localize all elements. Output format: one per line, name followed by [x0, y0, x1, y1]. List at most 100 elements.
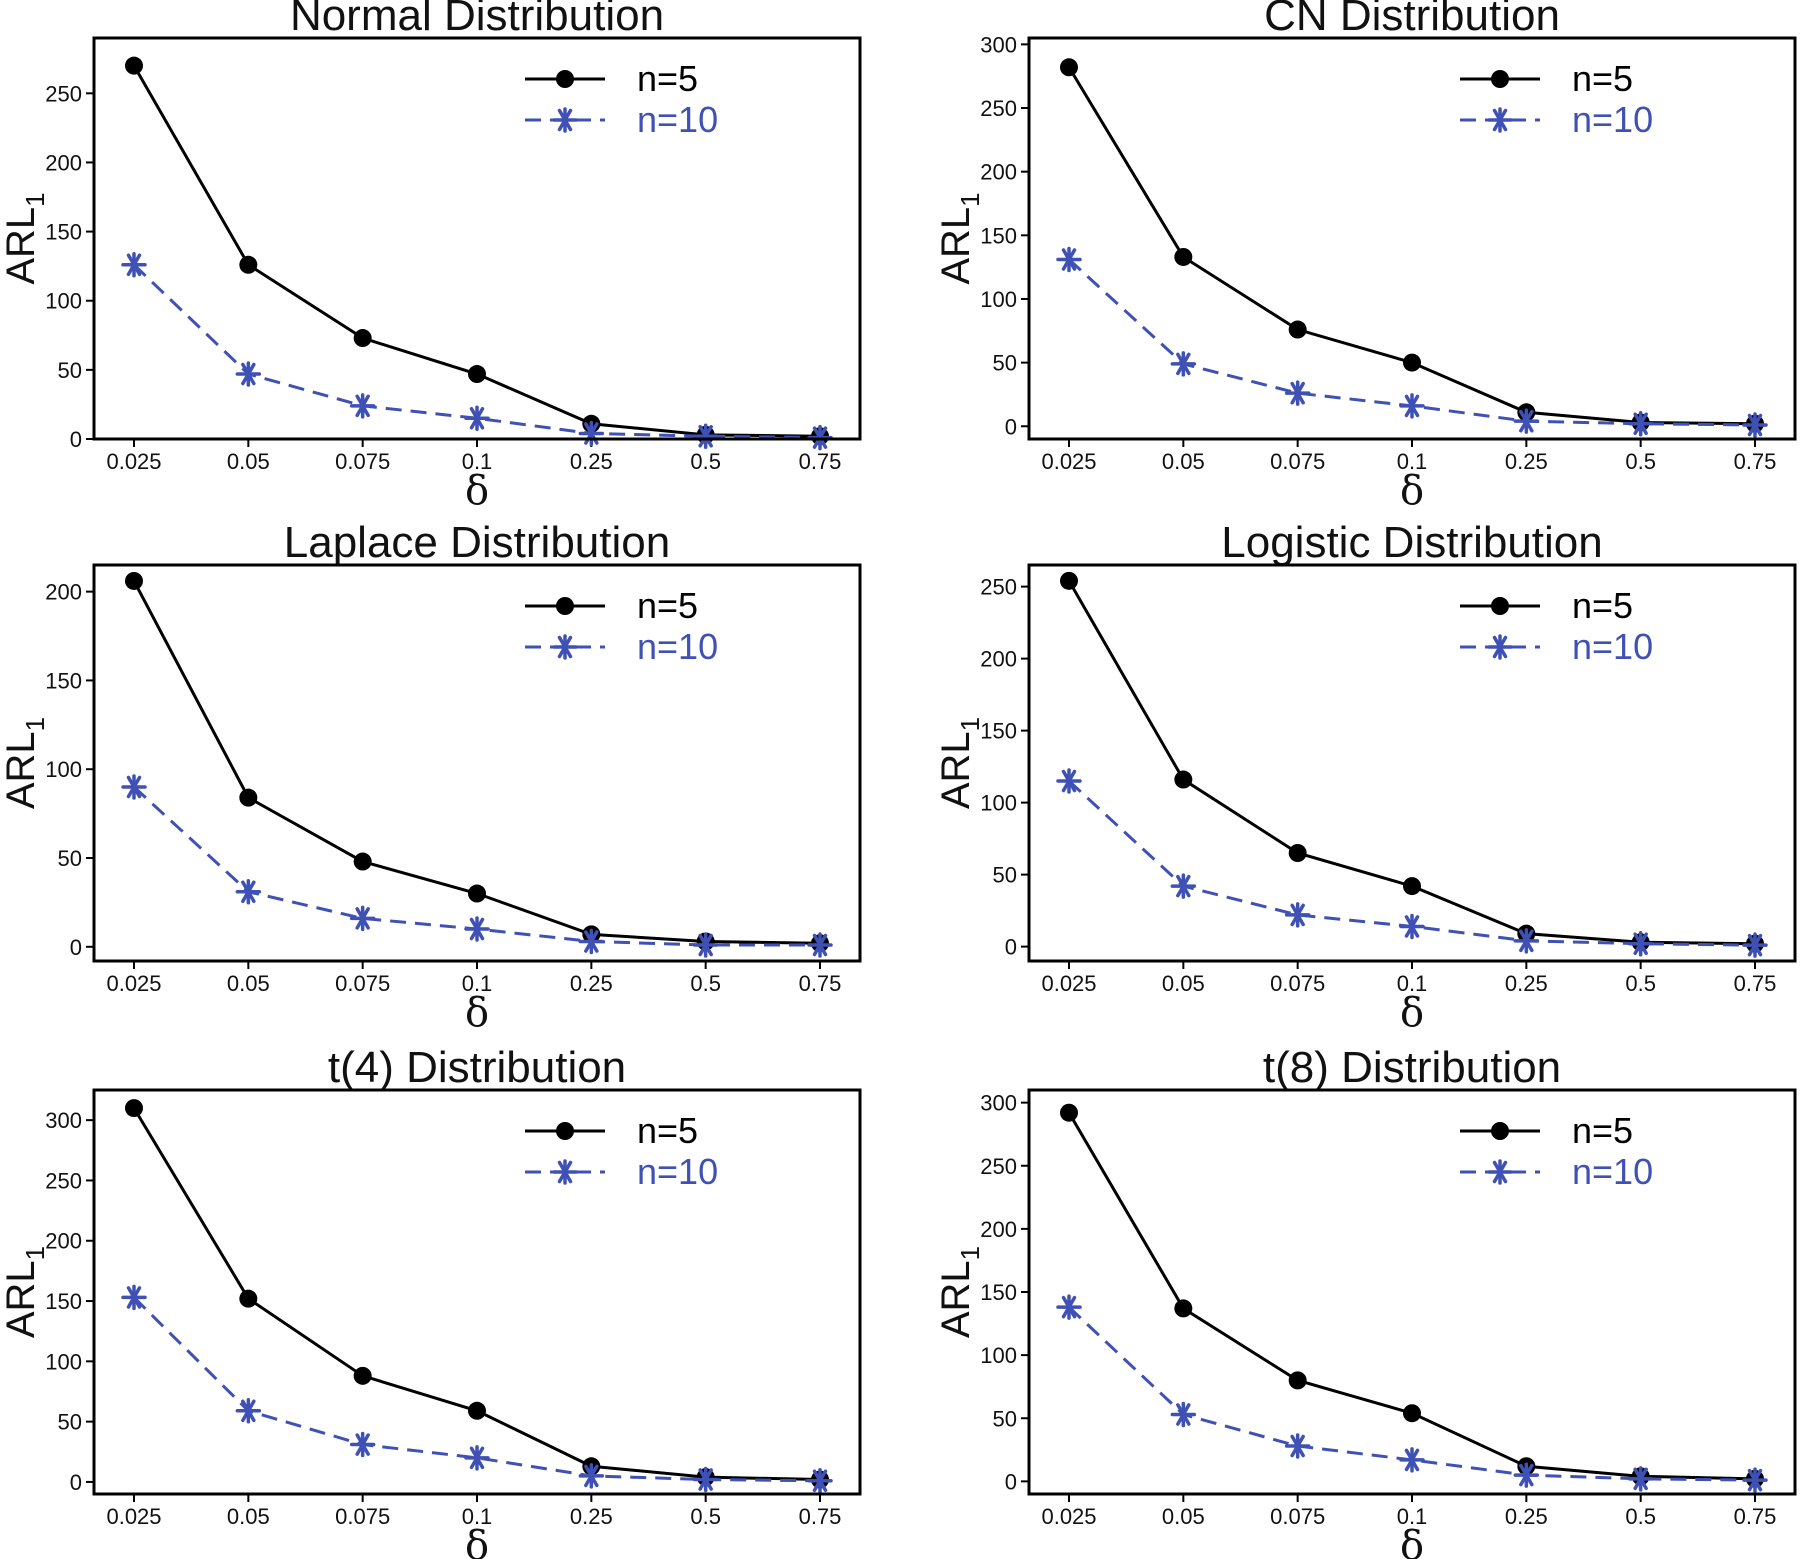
legend-marker-n=10 [552, 1159, 578, 1185]
x-tick-label: 0.1 [1397, 971, 1428, 996]
y-tick-label: 50 [993, 1406, 1017, 1431]
x-tick-label: 0.5 [690, 971, 721, 996]
chart-title: Logistic Distribution [1221, 518, 1603, 567]
point-n=10-0.025 [1056, 246, 1082, 273]
plot-frame [92, 563, 862, 963]
plot-frame [92, 1088, 862, 1496]
y-tick-label: 250 [980, 1154, 1017, 1179]
x-tick-label: 0.25 [1505, 971, 1548, 996]
point-n=5-0.075 [353, 852, 372, 871]
y-tick-label: 150 [45, 220, 82, 245]
y-tick-label: 250 [980, 96, 1017, 121]
x-tick-label: 0.5 [1625, 971, 1656, 996]
legend-label: n=5 [637, 1110, 698, 1151]
y-tick-label: 150 [980, 719, 1017, 744]
point-n=10-0.1 [464, 405, 490, 432]
legend: n=5n=10 [1460, 1110, 1653, 1192]
point-n=5-0.1 [468, 1401, 486, 1420]
x-tick-label: 0.075 [1270, 1504, 1325, 1529]
legend-marker-n=5 [1491, 70, 1509, 88]
point-n=10-0.075 [1284, 1433, 1311, 1459]
point-n=10-0.05 [1170, 1401, 1197, 1428]
y-tick-label: 100 [980, 287, 1017, 312]
y-tick-label: 200 [45, 150, 82, 175]
x-tick-label: 0.025 [106, 449, 161, 474]
point-n=10-0.025 [1056, 768, 1082, 794]
point-n=10-0.075 [1284, 380, 1311, 406]
legend-label: n=5 [1572, 58, 1633, 99]
point-n=10-0.075 [1284, 902, 1311, 928]
point-n=5-0.075 [353, 329, 372, 348]
point-n=5-0.025 [1060, 58, 1078, 77]
legend-marker-n=10 [1487, 634, 1513, 660]
chart-panel-1: Normal Distribution 0 50 100 150 200 250 0.025 0… [0, 0, 862, 514]
legend-marker-n=5 [556, 597, 574, 615]
point-n=10-0.75 [807, 932, 833, 958]
point-n=10-0.75 [1742, 412, 1768, 438]
y-tick-label: 50 [58, 358, 82, 383]
y-tick-label: 200 [45, 580, 82, 605]
y-axis-label: ARL1 [0, 717, 50, 809]
x-tick-label: 0.75 [1734, 1504, 1777, 1529]
point-n=5-0.1 [1403, 353, 1421, 372]
point-n=10-0.1 [1399, 913, 1425, 940]
point-n=10-0.75 [1742, 932, 1768, 958]
y-tick-label: 100 [980, 791, 1017, 816]
x-tick-label: 0.25 [1505, 449, 1548, 474]
point-n=5-0.075 [1288, 1371, 1307, 1390]
x-tick-label: 0.025 [1041, 1504, 1096, 1529]
plot-frame [1027, 1088, 1797, 1496]
x-axis-label: δ [465, 990, 489, 1036]
x-axis-label: δ [1400, 468, 1424, 514]
y-tick-label: 200 [980, 647, 1017, 672]
point-n=10-0.1 [1399, 393, 1425, 419]
point-n=10-0.075 [349, 393, 376, 419]
x-tick-label: 0.5 [690, 449, 721, 474]
y-axis-label: ARL1 [934, 192, 985, 284]
legend-label: n=10 [1572, 1151, 1653, 1192]
y-tick-label: 0 [70, 427, 82, 452]
x-tick-label: 0.1 [462, 449, 493, 474]
legend-marker-n=5 [1491, 597, 1509, 615]
point-n=5-0.05 [1174, 1299, 1193, 1318]
chart-title: Normal Distribution [290, 0, 664, 40]
y-axis-label-main: ARL [934, 1260, 978, 1338]
point-n=5-0.075 [1288, 844, 1307, 862]
legend-marker-n=10 [1487, 107, 1513, 133]
point-n=10-0.05 [1170, 351, 1197, 377]
point-n=10-0.5 [692, 423, 719, 449]
legend: n=5n=10 [1460, 58, 1653, 140]
x-tick-label: 0.75 [799, 971, 842, 996]
x-tick-label: 0.05 [227, 971, 270, 996]
legend-label: n=10 [1572, 626, 1653, 667]
legend-label: n=5 [637, 58, 698, 99]
point-n=10-0.75 [1742, 1467, 1768, 1493]
x-tick-label: 0.75 [799, 449, 842, 474]
legend-marker-n=10 [552, 107, 578, 133]
y-tick-label: 50 [993, 863, 1017, 888]
legend-label: n=10 [637, 99, 718, 140]
legend-label: n=5 [637, 585, 698, 626]
point-n=10-0.05 [235, 878, 262, 905]
legend-label: n=10 [637, 626, 718, 667]
point-n=10-0.5 [1627, 930, 1654, 957]
point-n=10-0.025 [121, 252, 147, 278]
point-n=10-0.025 [1056, 1294, 1082, 1320]
point-n=10-0.05 [235, 361, 262, 387]
legend-marker-n=10 [1487, 1159, 1513, 1185]
x-tick-label: 0.075 [335, 1504, 390, 1529]
y-axis-label-subscript: 1 [955, 192, 985, 206]
x-axis-label: δ [1400, 1523, 1424, 1559]
point-n=5-0.05 [1174, 770, 1193, 789]
x-axis-label: δ [465, 1523, 489, 1559]
y-axis-label: ARL1 [934, 717, 985, 809]
x-tick-label: 0.075 [335, 971, 390, 996]
point-n=5-0.1 [468, 365, 486, 384]
legend-label: n=5 [1572, 1110, 1633, 1151]
y-tick-label: 150 [45, 1289, 82, 1314]
point-n=10-0.025 [121, 1284, 147, 1311]
legend: n=5n=10 [525, 1110, 718, 1192]
y-tick-label: 300 [45, 1108, 82, 1133]
x-tick-label: 0.05 [227, 1504, 270, 1529]
